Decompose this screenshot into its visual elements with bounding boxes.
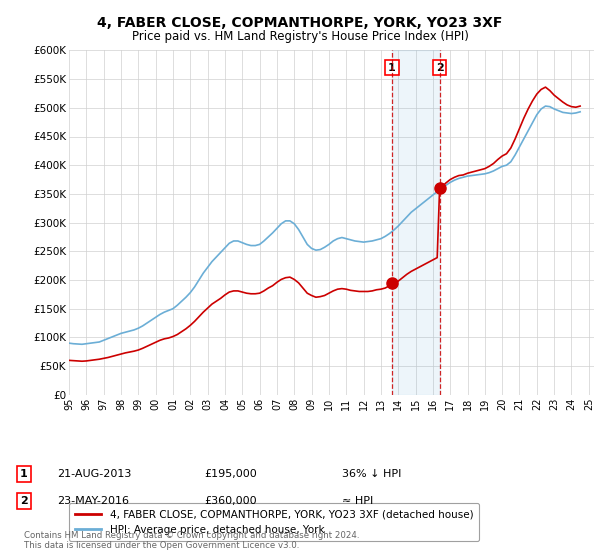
Text: 2: 2 (20, 496, 28, 506)
Text: 2: 2 (436, 63, 443, 73)
Text: 1: 1 (20, 469, 28, 479)
Text: ≈ HPI: ≈ HPI (342, 496, 373, 506)
Bar (392, 50, 440, 395)
Text: Contains HM Land Registry data © Crown copyright and database right 2024.
This d: Contains HM Land Registry data © Crown c… (24, 530, 359, 550)
Text: 36% ↓ HPI: 36% ↓ HPI (342, 469, 401, 479)
Text: 1: 1 (388, 63, 396, 73)
Text: £195,000: £195,000 (204, 469, 257, 479)
Text: 21-AUG-2013: 21-AUG-2013 (57, 469, 131, 479)
Text: £360,000: £360,000 (204, 496, 257, 506)
Text: 23-MAY-2016: 23-MAY-2016 (57, 496, 129, 506)
Legend: 4, FABER CLOSE, COPMANTHORPE, YORK, YO23 3XF (detached house), HPI: Average pric: 4, FABER CLOSE, COPMANTHORPE, YORK, YO23… (69, 503, 479, 541)
Text: 4, FABER CLOSE, COPMANTHORPE, YORK, YO23 3XF: 4, FABER CLOSE, COPMANTHORPE, YORK, YO23… (97, 16, 503, 30)
Text: Price paid vs. HM Land Registry's House Price Index (HPI): Price paid vs. HM Land Registry's House … (131, 30, 469, 43)
